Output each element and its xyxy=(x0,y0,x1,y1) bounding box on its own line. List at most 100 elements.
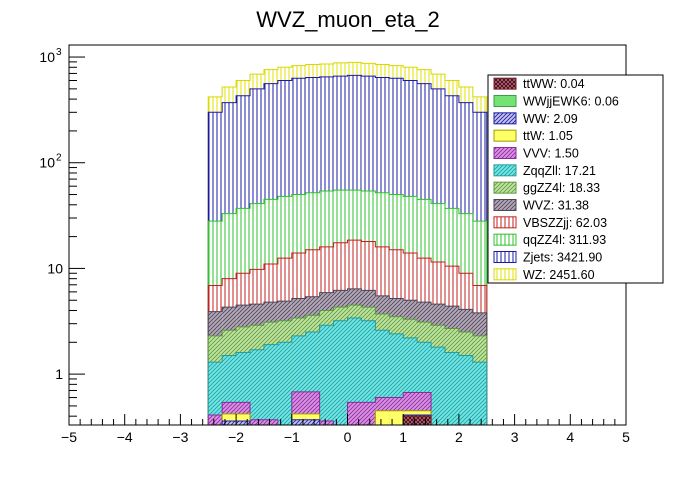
bar-ttWW-15 xyxy=(417,416,432,425)
bar-ZqqZll-3 xyxy=(250,349,264,425)
bar-ZqqZll-5 xyxy=(277,342,292,425)
legend-entry-WVZ: WVZ: 31.38 xyxy=(493,199,589,213)
legend-label: WWjjEWK6: 0.06 xyxy=(523,95,619,109)
legend-swatch xyxy=(493,129,517,142)
outline-WVZ xyxy=(207,288,488,425)
bar-WW-1 xyxy=(222,421,237,425)
svg-text:10: 10 xyxy=(39,155,55,171)
outline-VVV xyxy=(207,391,487,426)
legend-label: WZ: 2451.60 xyxy=(523,268,595,282)
y-tick-label: 10 2 xyxy=(39,153,62,171)
bars-layer xyxy=(207,61,488,426)
legend-label: ttW: 1.05 xyxy=(523,129,573,143)
outline-Zjets xyxy=(207,74,488,425)
legend-entry-WW: WW: 2.09 xyxy=(493,112,578,126)
bar-ttWW-14 xyxy=(403,416,418,425)
bar-ZqqZll-18 xyxy=(458,355,473,425)
outline-ZqqZll xyxy=(207,317,488,425)
x-tick-label: −2 xyxy=(228,429,244,445)
bar-ZqqZll-17 xyxy=(444,352,459,425)
legend-label: ttWW: 0.04 xyxy=(523,77,585,91)
bar-ZqqZll-8 xyxy=(319,325,334,425)
legend-label: VBSZZjj: 62.03 xyxy=(523,216,607,230)
bar-ZqqZll-16 xyxy=(431,347,445,425)
y-tick-label: 10 3 xyxy=(39,47,62,65)
x-tick-label: −4 xyxy=(117,429,133,445)
bar-ZqqZll-4 xyxy=(263,344,278,425)
legend-swatch xyxy=(493,95,517,107)
legend-swatch xyxy=(493,77,517,90)
bar-ttW-13 xyxy=(389,410,404,425)
outline-VBSZZjj xyxy=(207,239,488,425)
bar-WW-6 xyxy=(291,419,306,425)
bar-VVV-11 xyxy=(361,402,376,425)
bar-ZqqZll-0 xyxy=(208,362,223,425)
x-tick-label: 3 xyxy=(511,429,519,445)
bar-VVV-3 xyxy=(250,419,264,425)
svg-text:3: 3 xyxy=(56,47,62,58)
legend-swatch xyxy=(493,199,517,211)
x-tick-label: 1 xyxy=(399,429,407,445)
legend-swatch xyxy=(493,251,517,263)
svg-text:10: 10 xyxy=(39,49,55,65)
x-tick-label: 5 xyxy=(622,429,630,445)
legend-box xyxy=(487,74,664,284)
legend-entry-VVV: VVV: 1.50 xyxy=(493,147,579,161)
legend-swatch xyxy=(493,233,517,246)
legend-swatch xyxy=(493,181,517,194)
legend-label: VVV: 1.50 xyxy=(523,147,579,161)
bar-ZqqZll-9 xyxy=(333,320,348,425)
legend-label: WVZ: 31.38 xyxy=(523,199,589,213)
legend-swatch xyxy=(493,164,517,177)
legend-swatch xyxy=(493,147,517,159)
bar-VVV-10 xyxy=(347,402,362,425)
legend-entry-WZ: WZ: 2451.60 xyxy=(493,268,595,282)
svg-text:1: 1 xyxy=(55,366,63,382)
x-tick-label: −1 xyxy=(284,429,300,445)
legend-entry-ttWW: ttWW: 0.04 xyxy=(493,77,585,91)
bar-ZqqZll-11 xyxy=(361,320,376,425)
legend-label: ggZZ4l: 18.33 xyxy=(523,181,600,195)
bar-ZqqZll-10 xyxy=(347,317,362,425)
legend: ttWW: 0.04 WWjjEWK6: 0.06 WW: 2.09 ttW: 1.0… xyxy=(487,74,664,284)
outline-WZ xyxy=(207,61,488,425)
outline-qqZZ4l xyxy=(207,189,488,425)
legend-entry-ggZZ4l: ggZZ4l: 18.33 xyxy=(493,181,600,195)
bar-ttW-1 xyxy=(222,413,237,425)
bar-ttW-12 xyxy=(375,410,390,425)
legend-entry-ZqqZll: ZqqZll: 17.21 xyxy=(493,164,596,178)
bar-VVV-4 xyxy=(263,419,278,425)
legend-swatch xyxy=(493,268,517,281)
outline-ggZZ4l xyxy=(207,304,488,425)
legend-label: WW: 2.09 xyxy=(523,112,578,126)
x-tick-label: −5 xyxy=(61,429,77,445)
legend-entry-qqZZ4l: qqZZ4l: 311.93 xyxy=(493,233,606,247)
bar-VVV-0 xyxy=(208,415,223,425)
bar-ZqqZll-19 xyxy=(472,362,487,425)
bar-WW-2 xyxy=(236,421,251,425)
x-tick-label: 0 xyxy=(344,429,352,445)
legend-entry-Zjets: Zjets: 3421.90 xyxy=(493,251,602,265)
legend-label: ZqqZll: 17.21 xyxy=(523,164,596,178)
x-axis: −5 −4 −3 −2 −1 0 1 2 3 4 5 xyxy=(61,414,630,445)
legend-entry-ttW: ttW: 1.05 xyxy=(493,129,573,143)
svg-text:10: 10 xyxy=(47,260,63,276)
y-tick-label: 1 xyxy=(55,366,63,382)
y-tick-label: 10 xyxy=(47,260,63,276)
legend-swatch xyxy=(493,112,517,125)
legend-label: Zjets: 3421.90 xyxy=(523,251,602,265)
x-tick-label: −3 xyxy=(172,429,188,445)
svg-text:2: 2 xyxy=(56,153,62,164)
legend-swatch xyxy=(493,216,517,229)
x-tick-label: 4 xyxy=(566,429,574,445)
legend-entry-VBSZZjj: VBSZZjj: 62.03 xyxy=(493,216,607,230)
bar-VVV-8 xyxy=(319,421,334,425)
chart-title: WVZ_muon_eta_2 xyxy=(256,7,439,32)
bar-ttW-2 xyxy=(236,413,251,425)
legend-label: qqZZ4l: 311.93 xyxy=(523,233,606,247)
x-tick-label: 2 xyxy=(455,429,463,445)
bar-WW-7 xyxy=(305,419,320,425)
